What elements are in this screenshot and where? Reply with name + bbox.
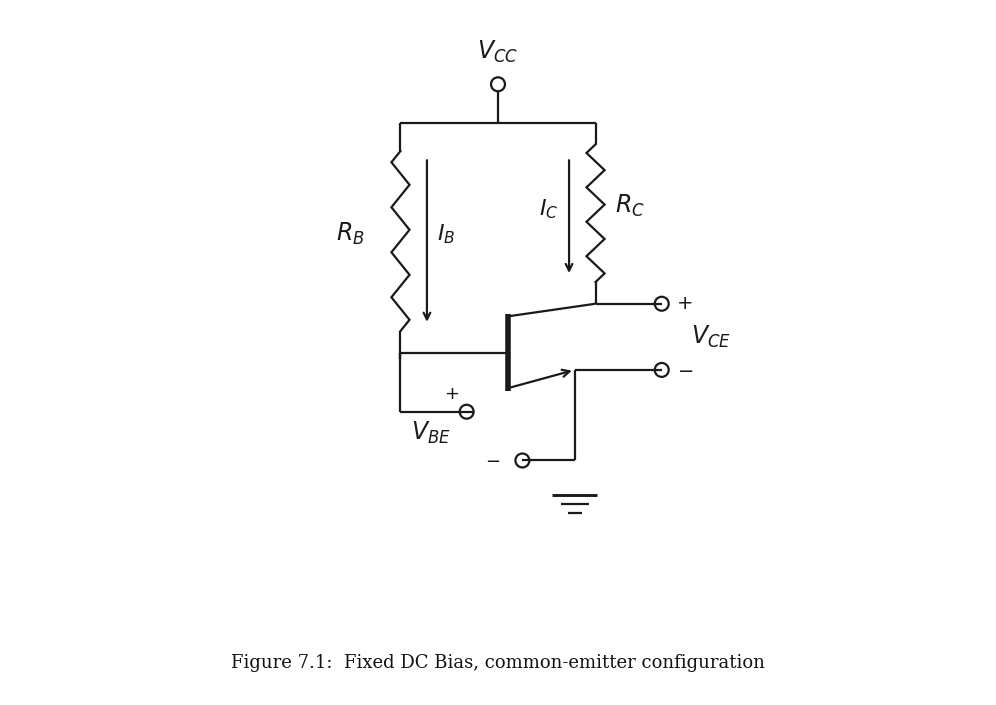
Text: $\mathit{V}_{CC}$: $\mathit{V}_{CC}$ [477, 39, 519, 65]
Text: $-$: $-$ [485, 451, 500, 470]
Text: $\mathit{I}_C$: $\mathit{I}_C$ [539, 198, 559, 221]
Text: $\mathit{V}_{CE}$: $\mathit{V}_{CE}$ [691, 324, 731, 350]
Text: +: + [444, 386, 459, 403]
Text: $\mathit{V}_{BE}$: $\mathit{V}_{BE}$ [411, 419, 451, 446]
Text: +: + [677, 294, 693, 313]
Text: $\mathit{R}_B$: $\mathit{R}_B$ [336, 221, 365, 247]
Text: $-$: $-$ [677, 360, 693, 379]
Text: $\mathit{I}_B$: $\mathit{I}_B$ [437, 222, 455, 246]
Text: $\mathit{R}_C$: $\mathit{R}_C$ [616, 193, 645, 219]
Text: Figure 7.1:  Fixed DC Bias, common-emitter configuration: Figure 7.1: Fixed DC Bias, common-emitte… [231, 654, 765, 672]
